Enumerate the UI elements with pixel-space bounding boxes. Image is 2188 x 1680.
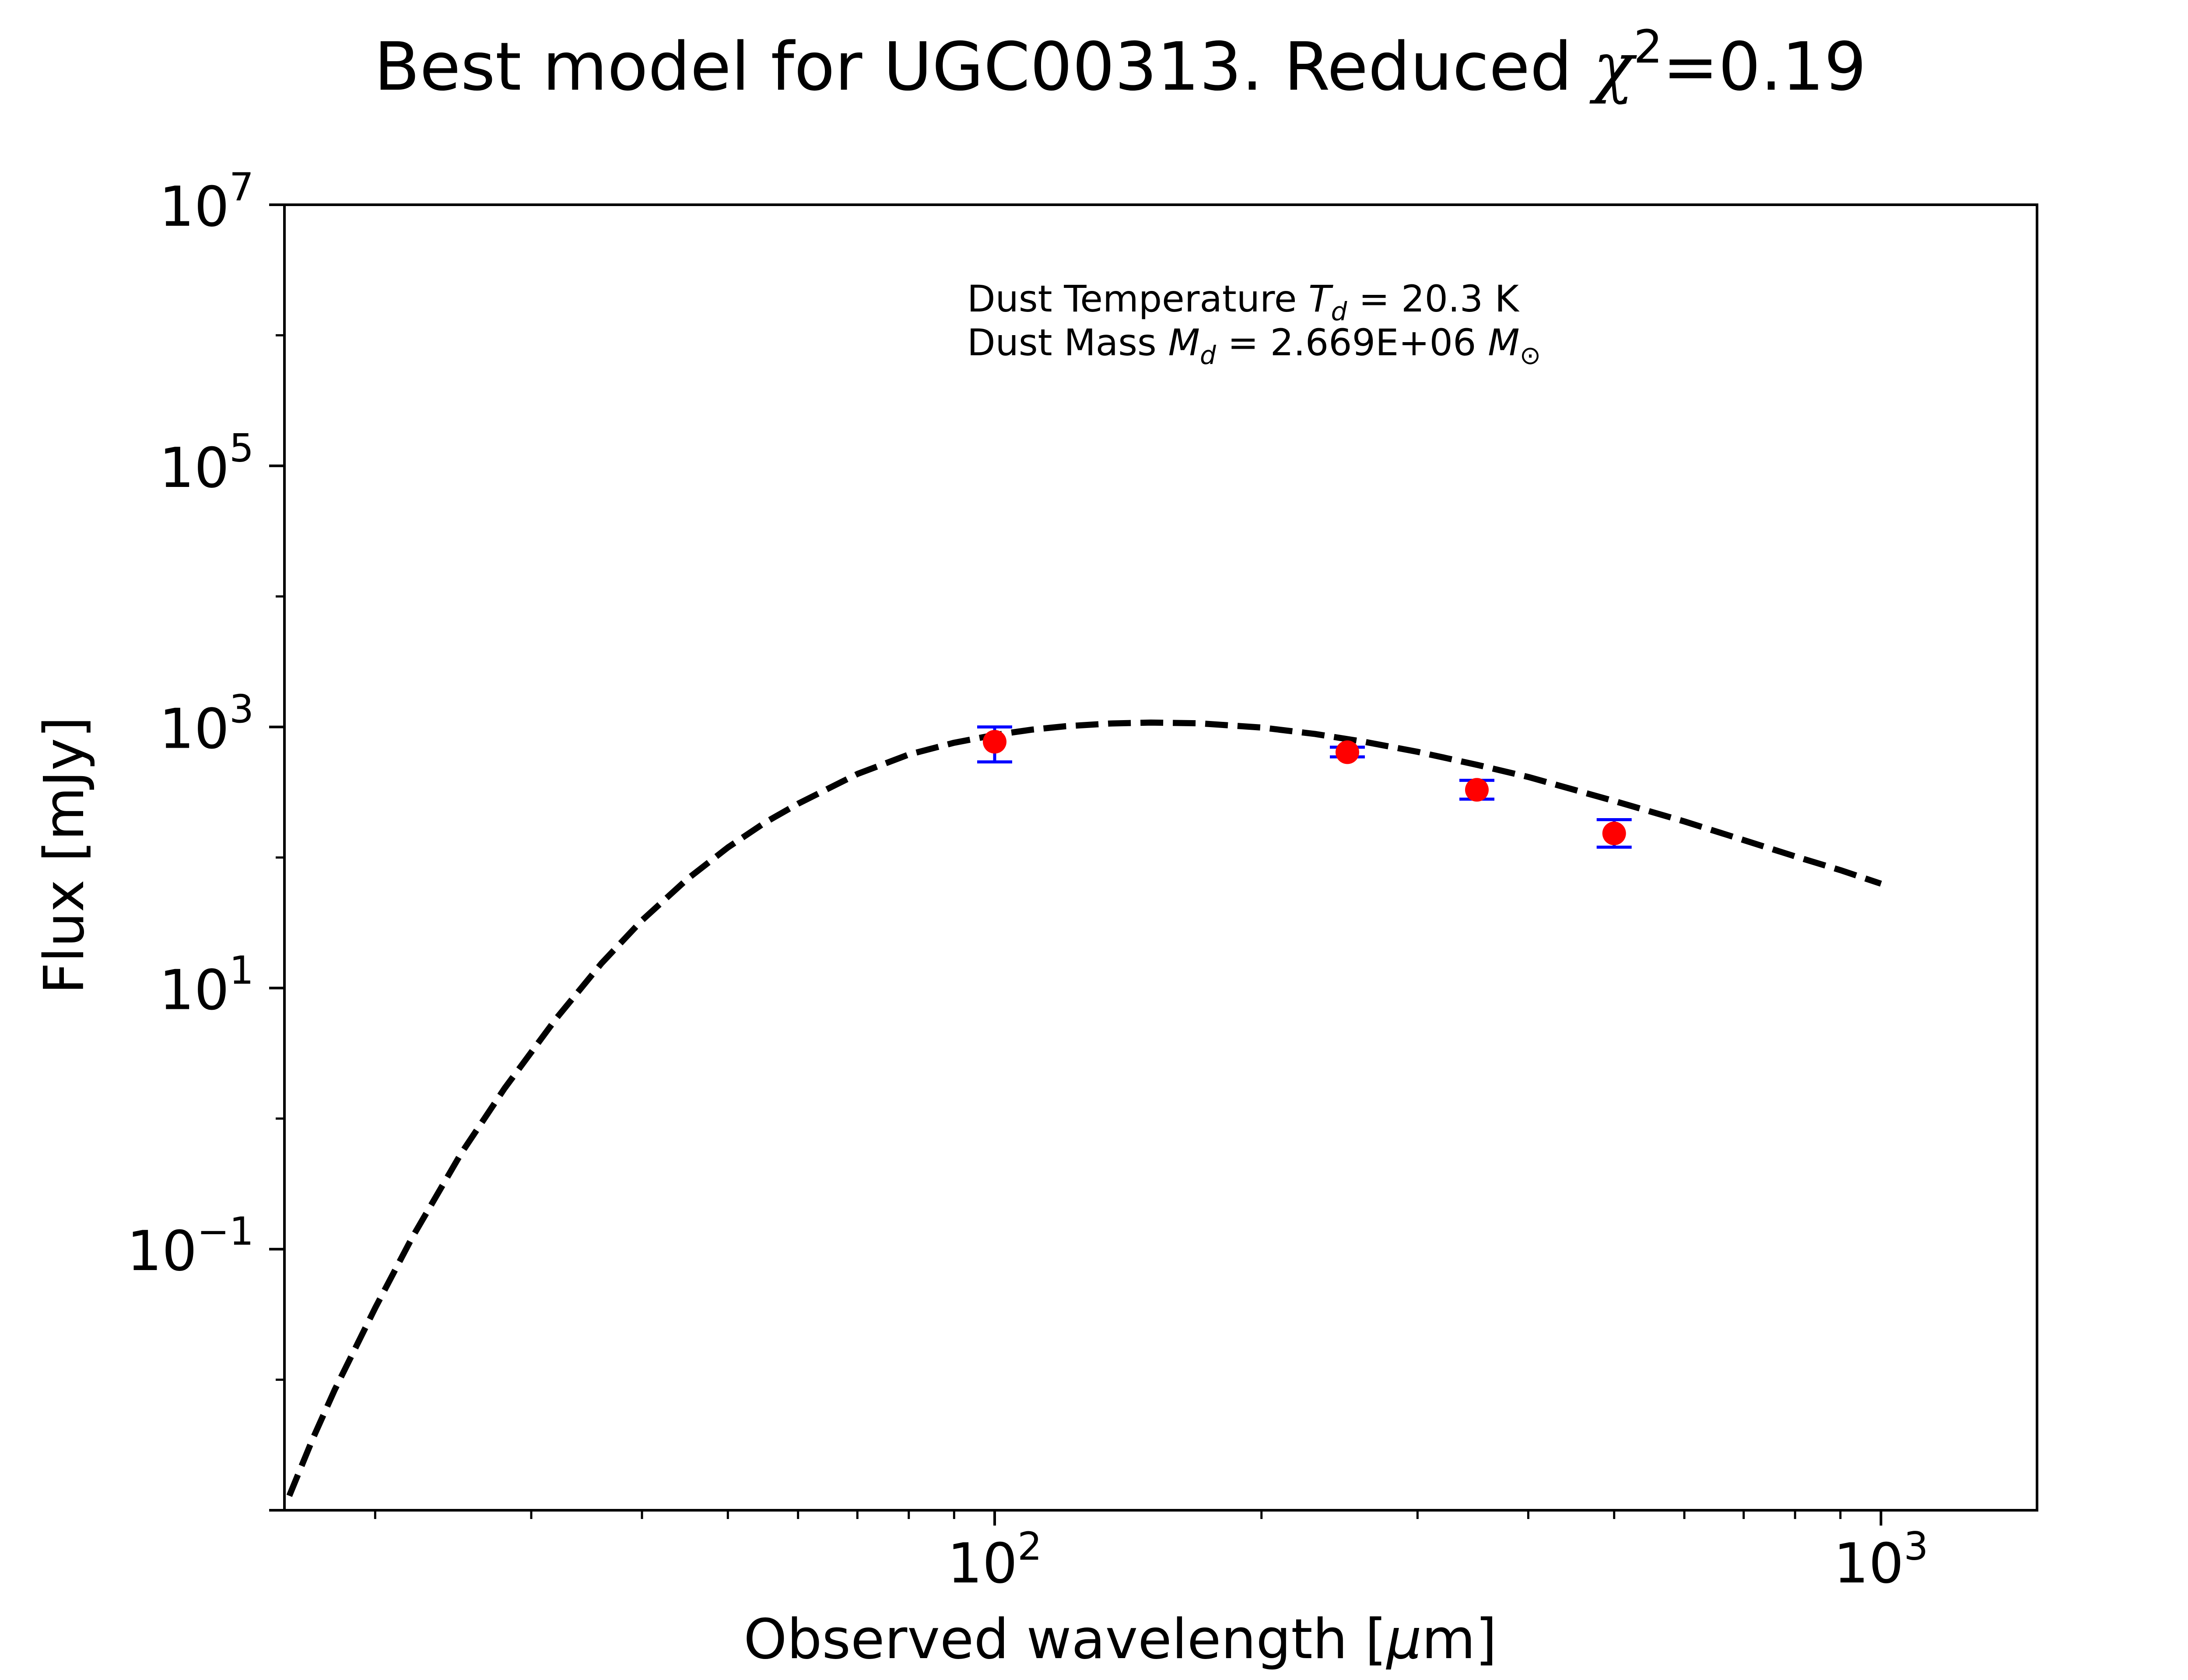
y-tick-label: 10−1	[127, 1209, 254, 1283]
x-tick-label: 103	[1834, 1524, 1928, 1596]
chart-title: Best model for UGC00313. Reduced χ2=0.19	[374, 20, 1866, 105]
x-axis-label: Observed wavelength [μm]	[743, 1607, 1497, 1671]
y-tick-label: 105	[159, 426, 254, 500]
dust-temperature-label: Dust Temperature Td = 20.3 K	[967, 277, 1520, 326]
data-point	[1335, 740, 1359, 764]
x-tick-label: 102	[947, 1524, 1042, 1596]
data-point	[1602, 821, 1626, 845]
y-tick-label: 101	[159, 948, 254, 1022]
plot-frame	[283, 203, 2038, 1512]
y-axis-label: Flux [mJy]	[32, 717, 96, 994]
minor-ticks	[269, 334, 1842, 1519]
points-layer	[983, 730, 1626, 845]
y-tick-label: 107	[159, 164, 254, 239]
data-point	[983, 730, 1007, 754]
x-ticks: 102 103	[947, 1510, 1929, 1596]
dust-mass-label: Dust Mass Md = 2.669E+06 M⊙	[967, 321, 1541, 370]
data-point	[1465, 778, 1489, 802]
y-ticks: 107 105 103 101 10−1	[127, 164, 284, 1283]
y-tick-label: 103	[159, 687, 254, 761]
